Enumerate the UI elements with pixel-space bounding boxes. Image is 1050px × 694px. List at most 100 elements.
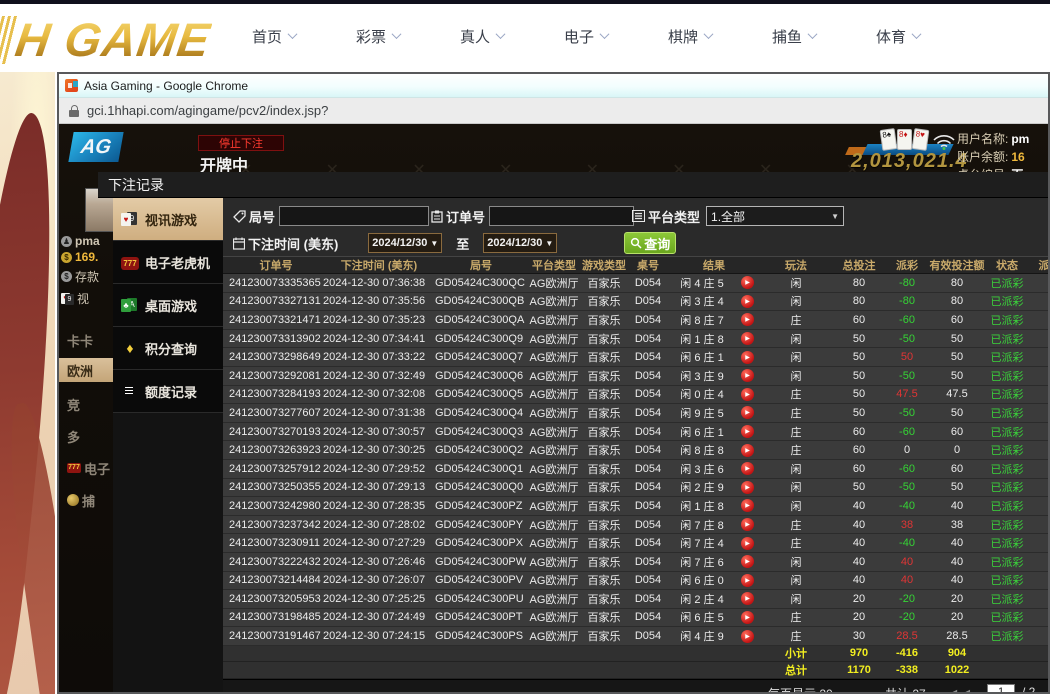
- cell-game-type: 百家乐: [587, 556, 621, 569]
- deposit-button[interactable]: $ 存款: [61, 268, 99, 285]
- menu-item-桌面游戏[interactable]: ♣ A 桌面游戏: [113, 284, 223, 327]
- replay-play-button[interactable]: ▶: [740, 425, 754, 439]
- menu-item-额度记录[interactable]: 额度记录: [113, 370, 223, 413]
- lobby-row-多[interactable]: 多: [67, 429, 81, 445]
- nav-item-首页[interactable]: 首页: [252, 26, 356, 47]
- cell-status: 已派彩: [990, 370, 1024, 383]
- replay-play-button[interactable]: ▶: [740, 443, 754, 457]
- page-number-input[interactable]: 1: [987, 683, 1015, 692]
- replay-play-button[interactable]: ▶: [740, 480, 754, 494]
- cell-bet-time: 2024-12-30 07:31:38: [323, 406, 426, 419]
- cell-bet-type: 闲: [790, 277, 802, 290]
- cell-game-type: 百家乐: [587, 407, 621, 420]
- date-from-picker[interactable]: 2024/12/30 ▼: [368, 233, 443, 253]
- replay-play-button[interactable]: ▶: [740, 610, 754, 624]
- nav-item-电子[interactable]: 电子: [564, 26, 668, 47]
- grand-total-payout: -338: [895, 663, 919, 676]
- page-size-label: 每页显示 20: [768, 685, 833, 692]
- platform-type-select[interactable]: 1.全部 ▼: [706, 206, 845, 226]
- bet-time-label: 下注时间 (美东): [233, 234, 338, 253]
- cell-replay: ▶: [735, 294, 759, 308]
- lobby-row-欧洲[interactable]: 欧洲: [59, 358, 113, 382]
- cell-bet-time: 2024-12-30 07:30:25: [323, 444, 426, 457]
- lobby-row-捕[interactable]: 捕: [59, 488, 113, 512]
- cell-result: 闲 2 庄 4: [680, 593, 724, 606]
- chevron-down-icon: [287, 28, 298, 39]
- nav-item-彩票[interactable]: 彩票: [356, 26, 460, 47]
- chrome-urlbar[interactable]: gci.1hhapi.com/agingame/pcv2/index.jsp?: [59, 98, 1048, 124]
- chrome-titlebar[interactable]: Asia Gaming - Google Chrome: [59, 74, 1048, 98]
- search-button[interactable]: 查询: [624, 232, 677, 254]
- replay-play-button[interactable]: ▶: [740, 276, 754, 290]
- cell-bet-type: 闲: [790, 500, 802, 513]
- replay-play-button[interactable]: ▶: [740, 294, 754, 308]
- modal-menu: ♥ 9 视讯游戏 777 电子老虎机 ♣ A 桌面游戏 ♦ 积分查询 额度记录: [113, 198, 231, 692]
- pagination-prev-arrows[interactable]: ◄◄: [950, 686, 976, 692]
- replay-play-button[interactable]: ▶: [740, 369, 754, 383]
- cell-total-bet: 60: [852, 425, 866, 438]
- cell-valid-bet: 50: [950, 351, 964, 364]
- replay-play-button[interactable]: ▶: [740, 313, 754, 327]
- cell-valid-bet: 0: [953, 444, 961, 457]
- cell-payout: -20: [899, 592, 915, 605]
- menu-item-积分查询[interactable]: ♦ 积分查询: [113, 327, 223, 370]
- cell-valid-bet: 20: [950, 611, 964, 624]
- modal-main: 局号 订单号 平台类型: [223, 198, 1048, 692]
- cell-game-type: 百家乐: [587, 352, 621, 365]
- round-no-input[interactable]: [279, 206, 430, 226]
- cell-payout: -20: [899, 611, 915, 624]
- replay-play-button[interactable]: ▶: [740, 536, 754, 550]
- bet-table-row: 241230073198485 2024-12-30 07:24:49 GD0542…: [223, 608, 1048, 628]
- cell-total-bet: 60: [852, 462, 866, 475]
- replay-play-button[interactable]: ▶: [740, 629, 754, 643]
- date-to-picker[interactable]: 2024/12/30 ▼: [483, 233, 558, 253]
- lobby-video-row[interactable]: ♥9 视: [61, 290, 89, 307]
- menu-item-电子老虎机[interactable]: 777 电子老虎机: [113, 241, 223, 284]
- menu-item-视讯游戏[interactable]: ♥ 9 视讯游戏: [113, 198, 231, 241]
- replay-play-button[interactable]: ▶: [740, 518, 754, 532]
- replay-play-button[interactable]: ▶: [740, 350, 754, 364]
- bet-table-row: 241230073284193 2024-12-30 07:32:08 GD0542…: [223, 385, 1048, 405]
- cell-replay: ▶: [735, 406, 759, 420]
- order-no-input[interactable]: [489, 206, 635, 226]
- cell-total-bet: 50: [852, 388, 866, 401]
- replay-play-button[interactable]: ▶: [740, 592, 754, 606]
- slot-777-icon: 777: [67, 463, 81, 473]
- lobby-row-竞[interactable]: 竞: [67, 397, 81, 413]
- nav-item-真人[interactable]: 真人: [460, 26, 564, 47]
- replay-play-button[interactable]: ▶: [740, 555, 754, 569]
- nav-label: 体育: [876, 29, 907, 46]
- replay-play-button[interactable]: ▶: [740, 406, 754, 420]
- replay-play-button[interactable]: ▶: [740, 462, 754, 476]
- cell-table-no: D054: [634, 276, 662, 289]
- cell-payout: -60: [899, 462, 915, 475]
- grand-total-total-bet: 1170: [847, 663, 871, 676]
- person-icon: ♟: [61, 235, 72, 247]
- bet-table-row: 241230073277607 2024-12-30 07:31:38 GD0542…: [223, 404, 1048, 423]
- lobby-row-电子[interactable]: 777 电子: [67, 461, 111, 477]
- cell-order-no: 241230073237342: [229, 518, 321, 531]
- replay-play-button[interactable]: ▶: [740, 499, 754, 513]
- nav-item-捕鱼[interactable]: 捕鱼: [772, 26, 876, 47]
- cell-bet-type: 庄: [790, 538, 802, 551]
- nav-item-棋牌[interactable]: 棋牌: [668, 26, 772, 47]
- cell-payout: 47.5: [896, 388, 918, 401]
- chrome-window: Asia Gaming - Google Chrome gci.1hhapi.c…: [57, 72, 1050, 694]
- cell-game-type: 百家乐: [587, 463, 621, 476]
- cell-result: 闲 1 庄 8: [680, 500, 724, 513]
- bet-table-row: 241230073250355 2024-12-30 07:29:13 GD0542…: [223, 478, 1048, 498]
- nav-item-体育[interactable]: 体育: [876, 26, 980, 47]
- lobby-row-卡卡[interactable]: 卡卡: [67, 333, 94, 349]
- replay-play-button[interactable]: ▶: [740, 387, 754, 401]
- col-header-12: 派: [1038, 260, 1049, 272]
- card-8-diamonds: 8♦: [897, 129, 912, 150]
- cell-bet-type: 闲: [790, 296, 802, 309]
- cell-valid-bet: 60: [950, 462, 964, 475]
- replay-play-button[interactable]: ▶: [740, 573, 754, 587]
- cell-table-no: D054: [634, 481, 662, 494]
- cell-payout: -40: [899, 537, 915, 550]
- cell-table-no: D054: [634, 499, 662, 512]
- cell-replay: ▶: [735, 462, 759, 476]
- cell-result: 闲 3 庄 6: [680, 463, 724, 476]
- replay-play-button[interactable]: ▶: [740, 332, 754, 346]
